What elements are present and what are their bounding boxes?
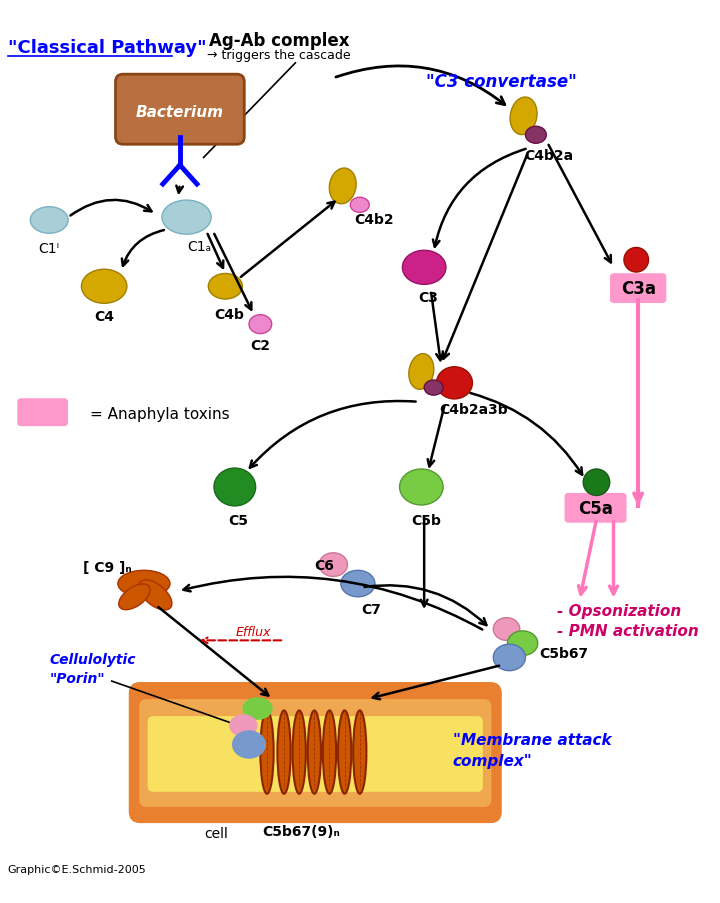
- Ellipse shape: [329, 169, 356, 205]
- Ellipse shape: [232, 731, 266, 759]
- Text: Efflux: Efflux: [236, 626, 271, 638]
- Text: "Porin": "Porin": [49, 672, 105, 685]
- Ellipse shape: [526, 127, 546, 144]
- Ellipse shape: [249, 315, 271, 334]
- Ellipse shape: [493, 645, 526, 671]
- Ellipse shape: [277, 711, 291, 794]
- Ellipse shape: [583, 470, 610, 496]
- Text: C2: C2: [251, 339, 271, 353]
- Text: Ag-Ab complex: Ag-Ab complex: [209, 32, 349, 50]
- Ellipse shape: [214, 469, 256, 507]
- Text: C5a: C5a: [578, 499, 613, 517]
- Text: C3a: C3a: [621, 280, 656, 298]
- FancyBboxPatch shape: [129, 683, 502, 824]
- Text: C4: C4: [94, 310, 114, 323]
- Text: C4b2: C4b2: [354, 213, 394, 228]
- Ellipse shape: [353, 711, 366, 794]
- Ellipse shape: [118, 571, 170, 597]
- FancyBboxPatch shape: [565, 494, 626, 523]
- Ellipse shape: [338, 711, 351, 794]
- Ellipse shape: [409, 354, 434, 390]
- Ellipse shape: [493, 618, 520, 640]
- Text: C3: C3: [418, 291, 438, 304]
- Ellipse shape: [341, 571, 375, 597]
- Ellipse shape: [624, 248, 649, 273]
- Text: C5b67(9)ₙ: C5b67(9)ₙ: [262, 824, 340, 838]
- Ellipse shape: [436, 368, 472, 399]
- Ellipse shape: [261, 711, 274, 794]
- Ellipse shape: [351, 198, 369, 213]
- FancyBboxPatch shape: [611, 275, 665, 303]
- Ellipse shape: [30, 208, 68, 234]
- Ellipse shape: [139, 581, 172, 610]
- Ellipse shape: [307, 711, 321, 794]
- Text: Bacterium: Bacterium: [136, 105, 224, 119]
- Text: Cellulolytic: Cellulolytic: [49, 653, 136, 666]
- Ellipse shape: [229, 714, 258, 737]
- Text: - Opsonization: - Opsonization: [557, 603, 681, 618]
- Ellipse shape: [243, 697, 273, 720]
- Ellipse shape: [208, 275, 243, 300]
- Text: "Classical Pathway": "Classical Pathway": [8, 39, 206, 57]
- Ellipse shape: [292, 711, 306, 794]
- FancyBboxPatch shape: [148, 716, 483, 792]
- Ellipse shape: [162, 200, 211, 235]
- Ellipse shape: [323, 711, 336, 794]
- Text: C4b: C4b: [214, 308, 244, 321]
- Ellipse shape: [508, 631, 538, 656]
- Text: → triggers the cascade: → triggers the cascade: [207, 49, 351, 61]
- Text: C1ₐ: C1ₐ: [186, 239, 211, 254]
- FancyBboxPatch shape: [115, 75, 244, 145]
- Ellipse shape: [400, 470, 443, 506]
- Text: C4b2a: C4b2a: [525, 149, 574, 163]
- Text: C1ᴵ: C1ᴵ: [39, 241, 60, 256]
- FancyBboxPatch shape: [139, 699, 491, 807]
- Ellipse shape: [424, 380, 443, 396]
- Text: C4b2a3b: C4b2a3b: [439, 403, 508, 416]
- Text: "Membrane attack
complex": "Membrane attack complex": [453, 732, 611, 768]
- Text: C5b: C5b: [411, 514, 441, 528]
- FancyBboxPatch shape: [18, 399, 67, 426]
- Text: C5: C5: [228, 514, 248, 528]
- Text: Graphic©E.Schmid-2005: Graphic©E.Schmid-2005: [8, 864, 146, 874]
- Text: C6: C6: [314, 558, 334, 572]
- Text: "C3 convertase": "C3 convertase": [426, 73, 577, 91]
- Ellipse shape: [510, 98, 537, 135]
- Text: C7: C7: [361, 603, 381, 617]
- Text: cell: cell: [204, 826, 228, 840]
- Text: C5b67: C5b67: [540, 646, 589, 660]
- Ellipse shape: [81, 270, 127, 304]
- Ellipse shape: [402, 251, 446, 285]
- Text: [ C9 ]ₙ: [ C9 ]ₙ: [84, 561, 132, 575]
- Text: - PMN activation: - PMN activation: [557, 624, 698, 638]
- Ellipse shape: [319, 554, 348, 577]
- Ellipse shape: [119, 584, 150, 610]
- Text: = Anaphyla toxins: = Anaphyla toxins: [90, 406, 230, 421]
